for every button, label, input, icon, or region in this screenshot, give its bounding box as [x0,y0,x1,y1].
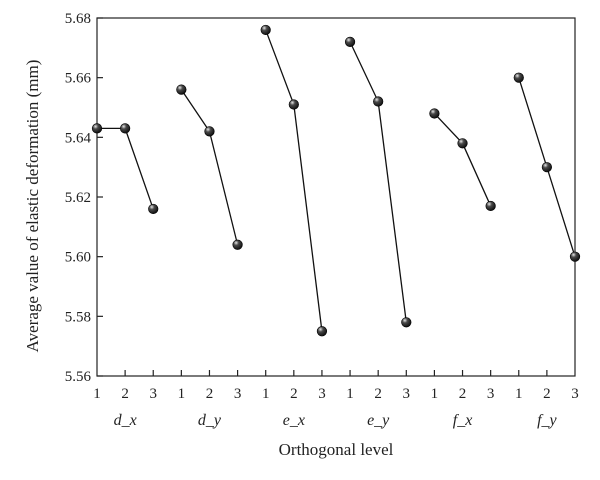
y-tick-label: 5.60 [65,250,91,266]
x-axis-title: Orthogonal level [279,440,394,459]
data-point [541,162,552,173]
x-tick-label: 3 [487,386,495,402]
x-tick-label: 1 [262,386,270,402]
series-line [433,113,492,207]
data-point [91,123,103,134]
data-point [569,251,581,262]
group-label-e-x: e_x [283,412,305,429]
series-line [265,29,323,332]
data-point [232,239,243,250]
plot-area [96,17,576,377]
series-d-y [176,84,243,250]
data-point [204,126,215,137]
data-point [148,203,159,215]
series-line [180,89,239,245]
x-tick-label: 1 [178,386,186,402]
x-axis: 1 2 3 d_x 1 2 3 d_y 1 2 3 e_x 1 2 3 e_y 1 2 3 f_x 1 2 3 f_y [93,370,579,429]
data-point [485,200,496,212]
x-tick-label: 2 [121,386,129,402]
group-label-d-x: d_x [114,412,137,429]
plot-frame [96,17,576,377]
x-tick-label: 1 [346,386,354,402]
data-point [373,96,384,107]
y-tick-label: 5.56 [65,369,92,385]
data-point [401,317,412,328]
series-e-y [344,36,412,328]
data-point [260,24,271,36]
group-label-e-y: e_y [367,412,390,429]
data-point [176,84,187,95]
series-e-x [260,24,328,337]
y-tick-label: 5.58 [65,309,91,325]
series-f-x [429,108,496,212]
x-tick-label: 3 [403,386,411,402]
x-tick-label: 2 [290,386,298,402]
data-point [457,138,468,149]
group-label-d-y: d_y [198,412,222,429]
x-tick-label: 2 [459,386,467,402]
series-d-x [91,123,159,215]
data-point [288,99,299,110]
x-tick-label: 2 [206,386,214,402]
data-point [513,72,524,83]
x-tick-label: 3 [234,386,242,402]
data-point [344,36,356,47]
group-label-f-x: f_x [453,412,473,429]
x-tick-label: 3 [318,386,326,402]
series-line [349,41,407,323]
data-point [429,108,440,119]
y-tick-label: 5.62 [65,190,91,206]
data-point [316,326,328,337]
y-tick-label: 5.66 [65,71,92,87]
y-tick-label: 5.68 [65,11,91,27]
group-label-f-y: f_y [537,412,557,429]
x-tick-label: 1 [431,386,439,402]
x-tick-label: 2 [374,386,382,402]
x-tick-label: 3 [149,386,157,402]
series-f-y [513,72,581,262]
x-tick-label: 1 [515,386,523,402]
x-tick-label: 3 [571,386,579,402]
y-tick-label: 5.64 [65,130,92,146]
data-point [120,123,131,134]
x-tick-label: 1 [93,386,101,402]
series-layer [91,24,581,337]
x-tick-label: 2 [543,386,551,402]
y-axis-title: Average value of elastic deformation (mm… [23,60,42,353]
series-line [97,127,154,210]
y-axis: 5.56 5.58 5.60 5.62 5.64 5.66 5.68 [65,11,103,385]
